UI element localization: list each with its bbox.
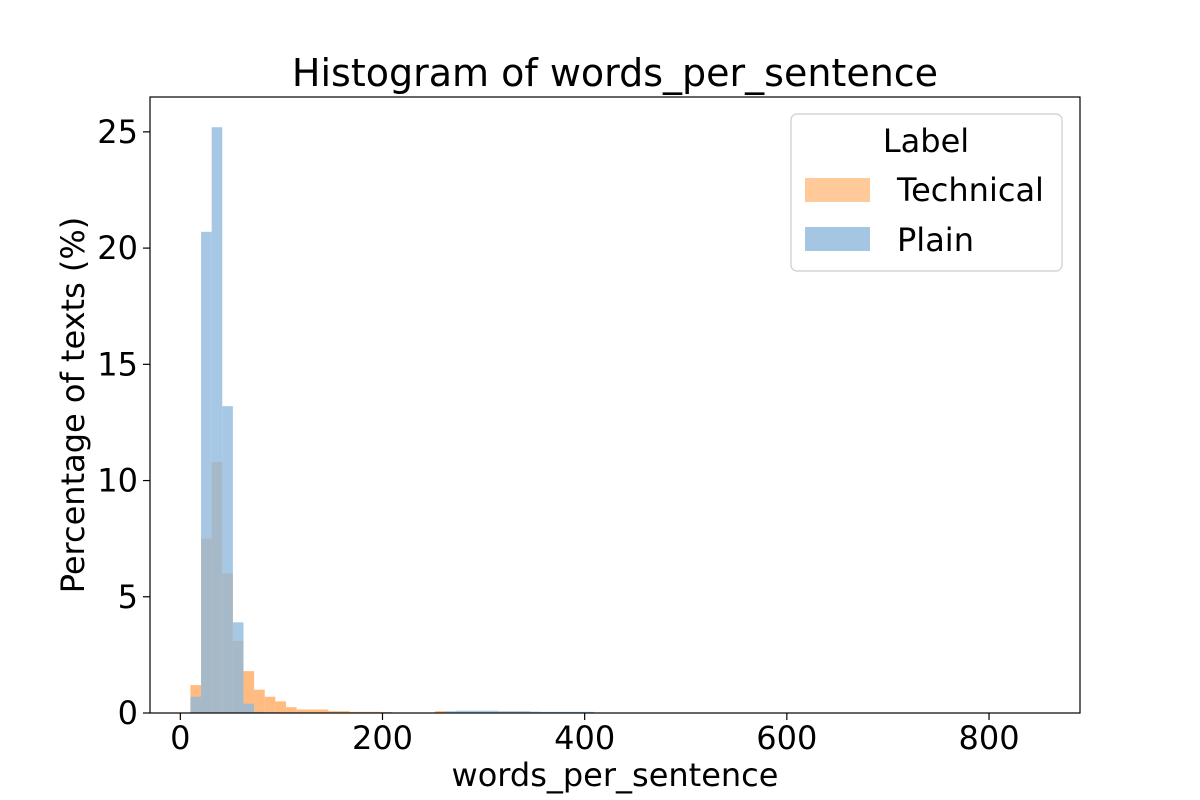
x-axis-label: words_per_sentence — [452, 756, 779, 794]
bar-plain-11 — [477, 710, 488, 713]
legend-swatch-technical — [805, 178, 870, 202]
bar-plain-14 — [508, 711, 520, 713]
bars-layer — [190, 127, 594, 714]
bar-technical-12 — [317, 709, 329, 713]
legend-label-plain: Plain — [897, 221, 974, 259]
bar-plain-12 — [487, 710, 499, 713]
bar-plain-8 — [445, 711, 456, 713]
y-tick-label-4: 20 — [97, 229, 138, 267]
bar-technical-7 — [264, 696, 276, 713]
bar-technical-10 — [296, 709, 308, 713]
bar-technical-19 — [435, 711, 446, 713]
x-tick-label-4: 800 — [958, 719, 1019, 757]
y-tick-label-2: 10 — [97, 462, 138, 500]
x-axis-ticks: 0 200 400 600 800 — [170, 713, 1020, 757]
legend-label-technical: Technical — [896, 171, 1044, 209]
bar-plain-2 — [211, 127, 223, 714]
bar-plain-0 — [190, 696, 202, 713]
bar-plain-4 — [232, 622, 244, 713]
bar-plain-15 — [519, 711, 531, 713]
x-tick-label-1: 200 — [352, 719, 413, 757]
y-tick-label-0: 0 — [118, 694, 138, 732]
x-tick-label-0: 0 — [170, 719, 190, 757]
bar-technical-8 — [275, 701, 286, 713]
bar-plain-3 — [222, 406, 233, 713]
x-tick-label-2: 400 — [554, 719, 615, 757]
y-axis-ticks: 0 5 10 15 20 25 — [97, 113, 150, 732]
x-tick-label-3: 600 — [756, 719, 817, 757]
bar-technical-13 — [328, 711, 340, 713]
bar-plain-9 — [455, 710, 467, 713]
bar-technical-5 — [243, 671, 255, 713]
bar-plain-10 — [466, 710, 478, 713]
bar-plain-16 — [530, 711, 541, 713]
bar-plain-13 — [498, 711, 509, 713]
legend-swatch-plain — [805, 227, 870, 251]
chart-title: Histogram of words_per_sentence — [292, 51, 938, 95]
legend-title: Label — [883, 122, 969, 160]
bar-technical-6 — [254, 689, 265, 713]
bar-technical-11 — [307, 709, 318, 713]
y-tick-label-1: 5 — [118, 578, 138, 616]
bar-plain-1 — [201, 231, 212, 713]
plot-frame — [149, 96, 1081, 714]
y-axis-label: Percentage of texts (%) — [54, 217, 92, 594]
bar-plain-5 — [243, 703, 255, 713]
bar-technical-14 — [339, 711, 350, 713]
legend: Label Technical Plain — [790, 113, 1063, 272]
y-tick-label-3: 15 — [97, 345, 138, 383]
bar-technical-9 — [285, 707, 297, 713]
y-tick-label-5: 25 — [97, 113, 138, 151]
